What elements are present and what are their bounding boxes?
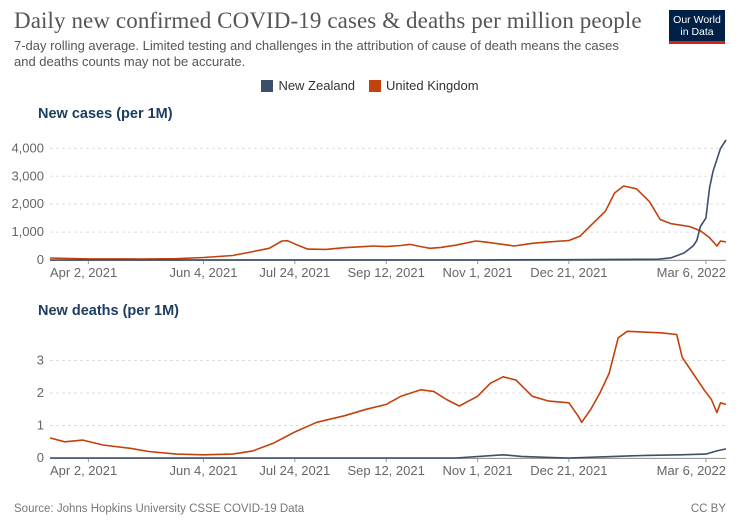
- cases-y-tick-label: 3,000: [11, 168, 44, 183]
- cases-x-tick-label: Jun 4, 2021: [169, 265, 237, 280]
- cases-x-tick-label: Mar 6, 2022: [657, 265, 726, 280]
- deaths-x-tick-label: Dec 21, 2021: [530, 463, 607, 478]
- legend-label-united-kingdom: United Kingdom: [386, 78, 479, 93]
- legend-swatch-new-zealand: [261, 79, 274, 92]
- deaths-x-tick-label: Nov 1, 2021: [442, 463, 512, 478]
- legend-item-united-kingdom[interactable]: United Kingdom: [369, 78, 479, 93]
- deaths-series-united-kingdom: [49, 330, 727, 456]
- legend-item-new-zealand[interactable]: New Zealand: [261, 78, 355, 93]
- cases-x-tick-label: Dec 21, 2021: [530, 265, 607, 280]
- cases-x-tick-label: Nov 1, 2021: [442, 265, 512, 280]
- logo-line-2: in Data: [680, 26, 714, 38]
- owid-logo[interactable]: Our World in Data: [669, 10, 725, 44]
- cases-x-tick-label: Jul 24, 2021: [259, 265, 330, 280]
- logo-line-1: Our World: [673, 14, 721, 26]
- deaths-panel-title: New deaths (per 1M): [38, 303, 179, 319]
- deaths-x-tick-label: Sep 12, 2021: [347, 463, 424, 478]
- cases-panel-title: New cases (per 1M): [38, 106, 173, 122]
- deaths-y-tick-label: 3: [37, 353, 44, 368]
- cases-y-tick-label: 1,000: [11, 224, 44, 239]
- cases-series-united-kingdom: [49, 185, 727, 260]
- chart-title: Daily new confirmed COVID-19 cases & dea…: [14, 8, 642, 33]
- cases-x-tick-label: Sep 12, 2021: [347, 265, 424, 280]
- deaths-y-tick-label: 0: [37, 450, 44, 465]
- cases-series-new-zealand: [49, 139, 727, 261]
- source-note: Source: Johns Hopkins University CSSE CO…: [14, 503, 305, 515]
- cases-y-tick-label: 4,000: [11, 140, 44, 155]
- chart-subtitle: 7-day rolling average. Limited testing a…: [14, 38, 619, 69]
- deaths-x-tick-label: Mar 6, 2022: [657, 463, 726, 478]
- cases-x-tick-label: Apr 2, 2021: [50, 265, 117, 280]
- cases-y-tick-label: 0: [37, 252, 44, 267]
- deaths-x-tick-label: Jul 24, 2021: [259, 463, 330, 478]
- deaths-x-tick-label: Apr 2, 2021: [50, 463, 117, 478]
- deaths-y-tick-label: 1: [37, 418, 44, 433]
- legend: New Zealand United Kingdom: [0, 78, 740, 93]
- deaths-x-tick-label: Jun 4, 2021: [169, 463, 237, 478]
- cases-y-tick-label: 2,000: [11, 196, 44, 211]
- deaths-y-tick-label: 2: [37, 385, 44, 400]
- deaths-series-new-zealand: [50, 448, 727, 459]
- license-link[interactable]: CC BY: [690, 503, 726, 515]
- legend-swatch-united-kingdom: [369, 79, 382, 92]
- legend-label-new-zealand: New Zealand: [278, 78, 356, 93]
